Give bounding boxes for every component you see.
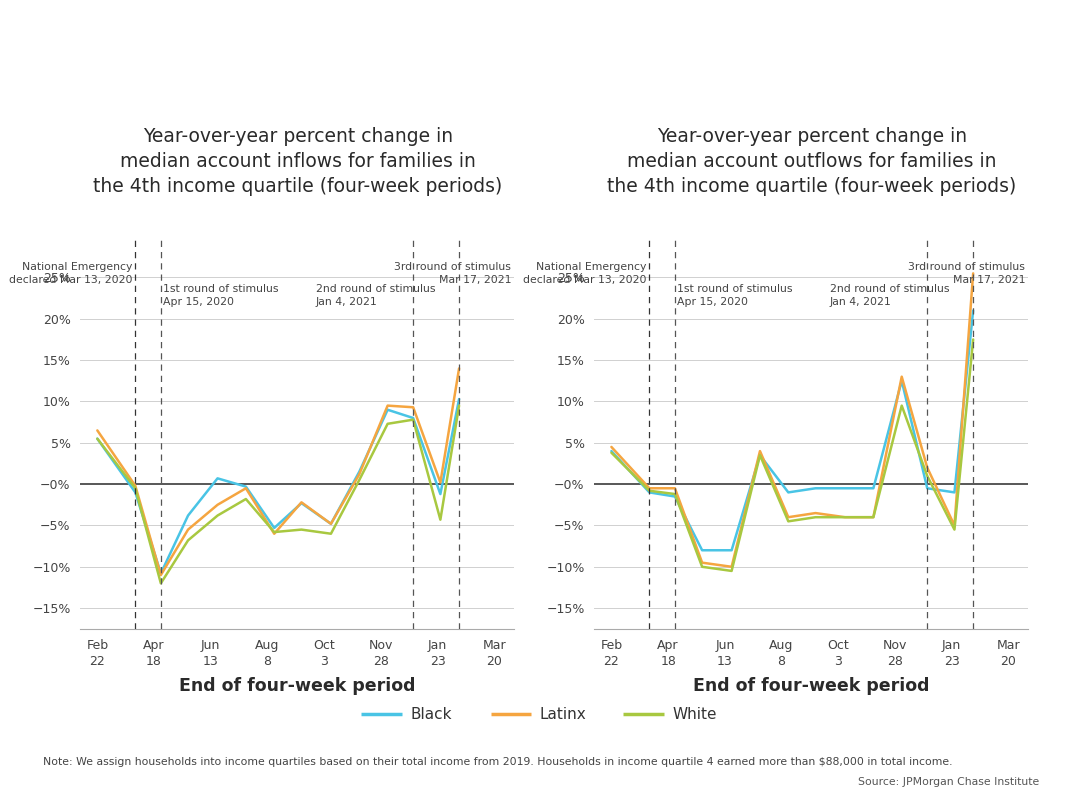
Text: End of four-week period: End of four-week period <box>179 677 416 694</box>
Text: 3rd round of stimulus
Mar 17, 2021: 3rd round of stimulus Mar 17, 2021 <box>908 262 1025 285</box>
Text: 2nd round of stimulus
Jan 4, 2021: 2nd round of stimulus Jan 4, 2021 <box>830 284 949 307</box>
Text: Latinx: Latinx <box>540 707 587 722</box>
Text: End of four-week period: End of four-week period <box>693 677 930 694</box>
Text: White: White <box>673 707 718 722</box>
Text: 2nd round of stimulus
Jan 4, 2021: 2nd round of stimulus Jan 4, 2021 <box>316 284 435 307</box>
Text: Source: JPMorgan Chase Institute: Source: JPMorgan Chase Institute <box>858 777 1039 787</box>
Text: 3rd round of stimulus
Mar 17, 2021: 3rd round of stimulus Mar 17, 2021 <box>394 262 511 285</box>
Text: National Emergency
declared Mar 13, 2020: National Emergency declared Mar 13, 2020 <box>9 262 133 285</box>
Text: Note: We assign households into income quartiles based on their total income fro: Note: We assign households into income q… <box>43 757 952 767</box>
Text: National Emergency
declared Mar 13, 2020: National Emergency declared Mar 13, 2020 <box>523 262 647 285</box>
Text: Year-over-year percent change in
median account inflows for families in
the 4th : Year-over-year percent change in median … <box>93 127 502 196</box>
Text: 1st round of stimulus
Apr 15, 2020: 1st round of stimulus Apr 15, 2020 <box>677 284 793 307</box>
Text: 1st round of stimulus
Apr 15, 2020: 1st round of stimulus Apr 15, 2020 <box>163 284 278 307</box>
Text: Black: Black <box>410 707 452 722</box>
Text: Year-over-year percent change in
median account outflows for families in
the 4th: Year-over-year percent change in median … <box>607 127 1016 196</box>
